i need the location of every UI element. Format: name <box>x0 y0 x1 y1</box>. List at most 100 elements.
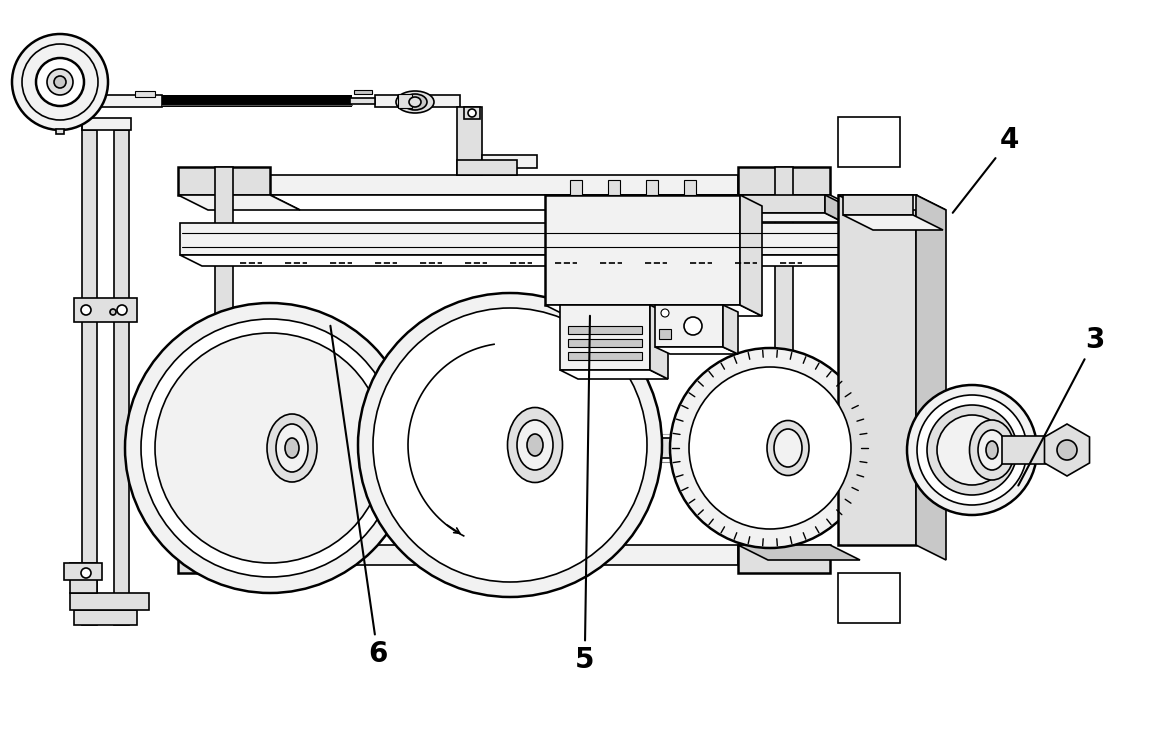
Polygon shape <box>215 167 233 573</box>
Circle shape <box>48 69 73 95</box>
Ellipse shape <box>267 414 317 482</box>
Polygon shape <box>545 305 762 316</box>
Polygon shape <box>560 305 650 370</box>
Ellipse shape <box>508 407 563 482</box>
Ellipse shape <box>774 429 802 467</box>
Circle shape <box>670 348 870 548</box>
Polygon shape <box>738 545 831 573</box>
Bar <box>568 326 641 334</box>
Circle shape <box>81 568 90 578</box>
Circle shape <box>125 303 415 593</box>
Polygon shape <box>135 91 155 97</box>
Bar <box>464 107 480 119</box>
Polygon shape <box>483 155 537 168</box>
Polygon shape <box>375 95 398 107</box>
Polygon shape <box>177 167 270 195</box>
Ellipse shape <box>285 438 299 458</box>
Polygon shape <box>838 573 900 623</box>
Polygon shape <box>70 563 97 593</box>
Polygon shape <box>428 95 461 107</box>
Polygon shape <box>270 195 768 210</box>
Polygon shape <box>560 370 668 379</box>
Polygon shape <box>74 298 137 322</box>
Polygon shape <box>650 305 668 379</box>
Circle shape <box>689 367 851 529</box>
Polygon shape <box>744 195 825 213</box>
Ellipse shape <box>986 441 998 459</box>
Circle shape <box>1057 440 1076 460</box>
Circle shape <box>110 309 116 315</box>
Polygon shape <box>177 545 300 560</box>
Polygon shape <box>177 195 300 210</box>
Circle shape <box>937 415 1007 485</box>
Polygon shape <box>1044 424 1089 476</box>
Polygon shape <box>70 593 148 610</box>
Bar <box>646 180 658 195</box>
Bar <box>684 180 696 195</box>
Bar <box>1002 436 1067 464</box>
Circle shape <box>358 293 662 597</box>
Ellipse shape <box>767 421 809 476</box>
Polygon shape <box>354 90 372 94</box>
Polygon shape <box>838 195 947 210</box>
Polygon shape <box>916 195 947 560</box>
Polygon shape <box>825 195 843 222</box>
Polygon shape <box>74 610 137 625</box>
Circle shape <box>81 305 90 315</box>
Polygon shape <box>738 545 860 560</box>
Polygon shape <box>398 94 412 108</box>
Polygon shape <box>180 223 840 255</box>
Polygon shape <box>350 98 375 104</box>
Ellipse shape <box>970 420 1015 480</box>
Circle shape <box>661 309 669 317</box>
Circle shape <box>918 395 1027 505</box>
Polygon shape <box>457 160 517 175</box>
Polygon shape <box>740 195 762 316</box>
Circle shape <box>927 405 1017 495</box>
Circle shape <box>374 308 647 582</box>
Polygon shape <box>738 195 860 210</box>
Circle shape <box>467 109 476 117</box>
Polygon shape <box>270 545 738 565</box>
Bar <box>568 352 641 360</box>
Text: 3: 3 <box>1018 326 1104 486</box>
Bar <box>570 180 582 195</box>
Polygon shape <box>457 107 483 175</box>
Ellipse shape <box>276 424 309 472</box>
Polygon shape <box>843 195 913 215</box>
Polygon shape <box>100 95 162 107</box>
Polygon shape <box>114 130 129 625</box>
Polygon shape <box>738 167 831 195</box>
Polygon shape <box>744 213 843 222</box>
Polygon shape <box>843 215 943 230</box>
Ellipse shape <box>517 420 553 470</box>
Polygon shape <box>82 118 131 130</box>
Circle shape <box>155 333 385 563</box>
Circle shape <box>117 305 126 315</box>
Polygon shape <box>838 195 916 545</box>
Polygon shape <box>177 545 270 573</box>
Polygon shape <box>82 130 97 625</box>
Polygon shape <box>180 255 862 266</box>
Text: 4: 4 <box>952 126 1020 213</box>
Polygon shape <box>162 95 351 107</box>
Polygon shape <box>775 167 793 573</box>
Text: 5: 5 <box>575 316 594 674</box>
Circle shape <box>22 44 97 120</box>
Bar <box>608 180 619 195</box>
Polygon shape <box>723 305 738 354</box>
Polygon shape <box>292 438 896 458</box>
Polygon shape <box>64 563 102 580</box>
Ellipse shape <box>527 434 543 456</box>
Circle shape <box>36 58 84 106</box>
Circle shape <box>12 34 108 130</box>
Ellipse shape <box>403 94 427 110</box>
Ellipse shape <box>396 91 434 113</box>
Circle shape <box>684 317 702 335</box>
Bar <box>56 129 64 134</box>
Polygon shape <box>655 347 738 354</box>
Polygon shape <box>840 223 862 266</box>
Circle shape <box>55 76 66 88</box>
Polygon shape <box>655 305 723 347</box>
Circle shape <box>142 319 399 577</box>
